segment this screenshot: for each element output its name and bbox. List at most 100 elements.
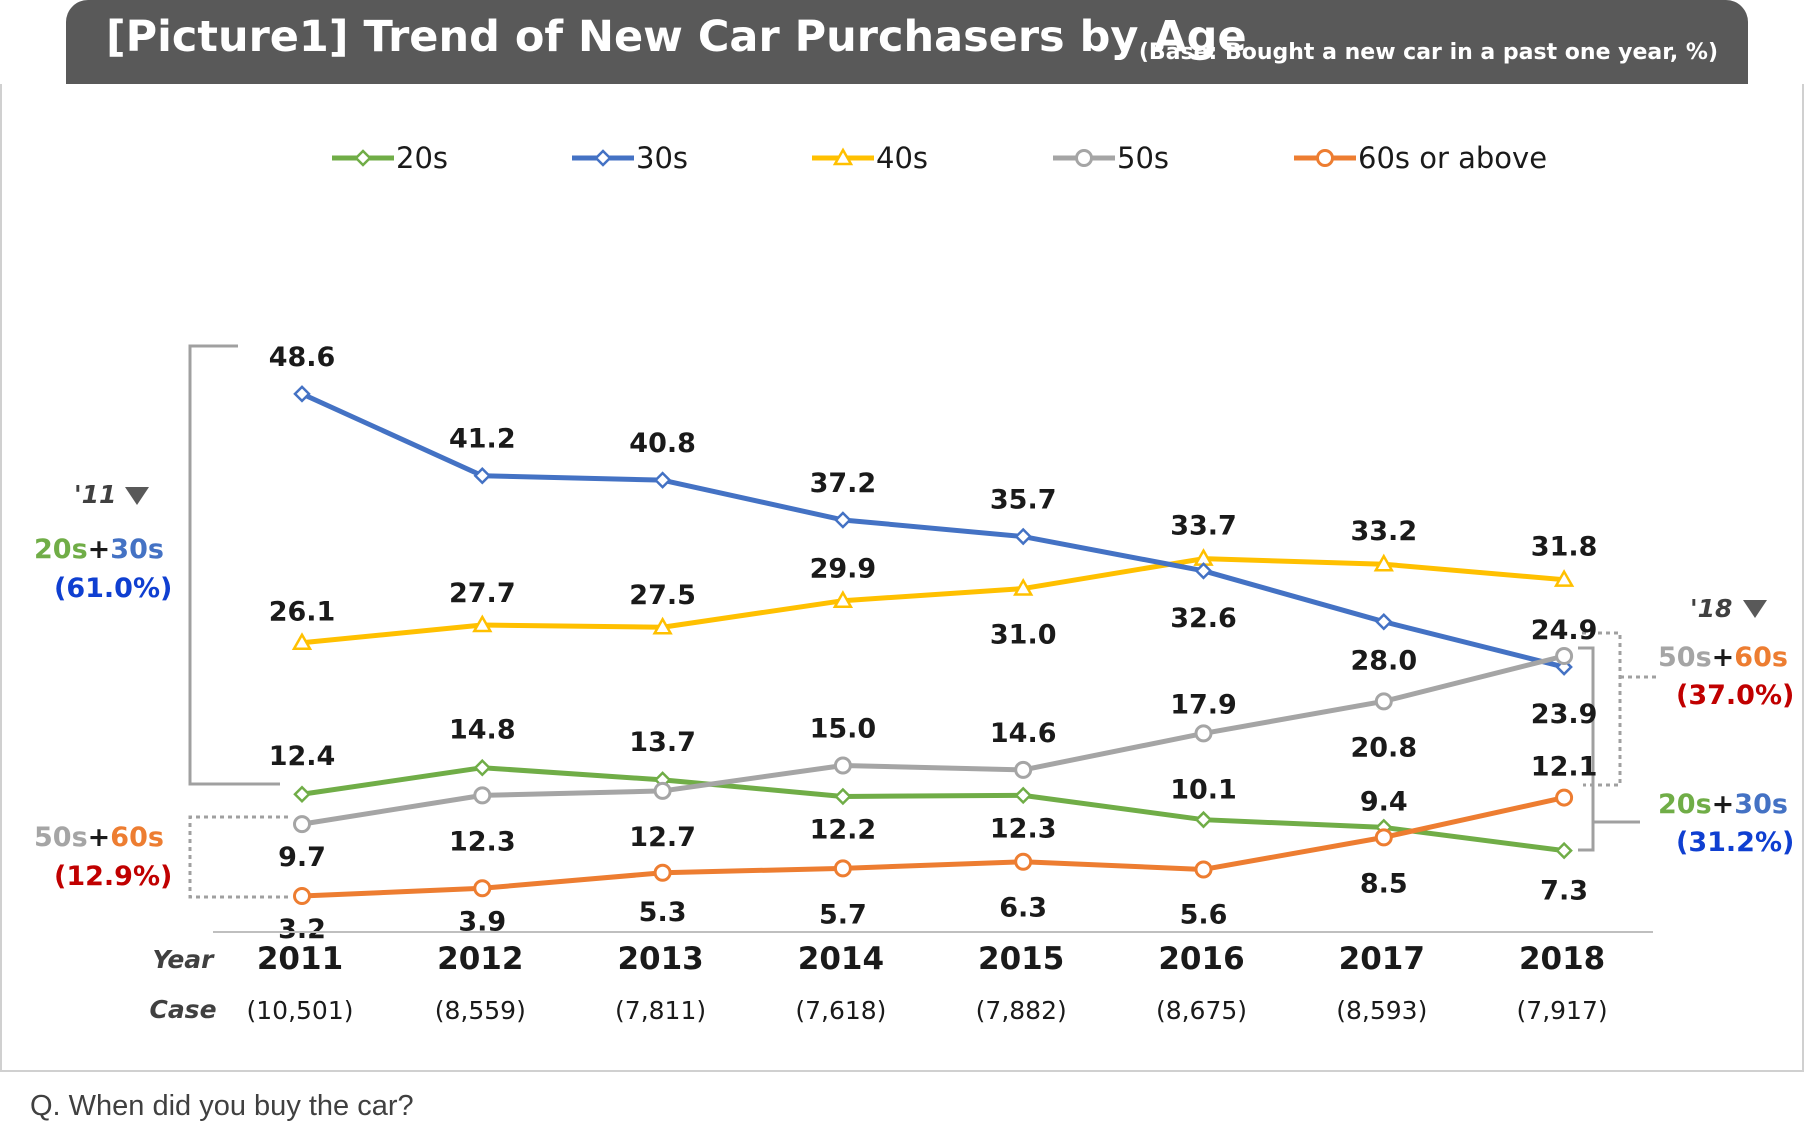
legend-marker-30s <box>594 149 612 167</box>
point-20s-2015 <box>1014 786 1032 805</box>
point-20s-2011 <box>293 785 311 804</box>
data-label-50s-2016: 17.9 <box>1170 689 1237 720</box>
series-line-30s <box>299 391 1567 670</box>
point-60s-2011 <box>293 887 311 905</box>
left-old-bracket <box>188 815 288 899</box>
data-label-20s-2011: 12.4 <box>269 741 336 772</box>
right-young-part2: 30s <box>1734 789 1788 820</box>
data-label-60s-2016: 5.6 <box>1180 899 1228 930</box>
point-50s-2012 <box>473 786 492 805</box>
point-20s-2016 <box>1194 810 1213 829</box>
point-20s-2014 <box>834 787 852 806</box>
case-row-header: Case <box>149 995 216 1024</box>
series-lines <box>291 385 1575 905</box>
point-50s-2016 <box>1194 724 1213 743</box>
data-label-30s-2018: 23.9 <box>1531 699 1598 730</box>
point-50s-2014 <box>833 756 852 775</box>
case-count-2012: (8,559) <box>435 996 526 1025</box>
point-60s-2014 <box>833 859 852 878</box>
point-30s-2017 <box>1375 612 1393 631</box>
right-young-bracket <box>1578 646 1595 852</box>
right-old-part2: 60s <box>1734 642 1788 673</box>
data-label-50s-2017: 20.8 <box>1350 732 1417 763</box>
x-tick-2014: 2014 <box>798 941 884 977</box>
data-label-50s-2013: 12.7 <box>629 822 696 853</box>
point-40s-2012 <box>472 614 493 633</box>
case-count-2011: (10,501) <box>247 996 354 1025</box>
legend-label-60s: 60s or above <box>1358 141 1547 175</box>
right-old-part1: 50s <box>1658 642 1712 673</box>
point-50s-2018 <box>1555 646 1574 665</box>
left-young-part1: 20s <box>34 534 88 565</box>
point-50s-2015 <box>1014 760 1033 779</box>
data-label-50s-2014: 15.0 <box>810 713 877 744</box>
left-old-label: 50s+60s <box>34 822 164 853</box>
data-label-60s-2014: 5.7 <box>819 899 867 930</box>
left-old-plus: + <box>88 822 111 853</box>
data-label-60s-2013: 5.3 <box>639 897 687 928</box>
case-count-2016: (8,675) <box>1156 996 1247 1025</box>
data-label-60s-2011: 3.2 <box>278 914 326 945</box>
point-20s-2012 <box>473 758 492 777</box>
point-50s-2011 <box>293 815 311 834</box>
chart-header: [Picture1] Trend of New Car Purchasers b… <box>66 0 1748 84</box>
point-40s-2015 <box>1013 578 1034 596</box>
point-40s-2018 <box>1553 569 1575 587</box>
x-tick-2017: 2017 <box>1339 941 1425 977</box>
series-line-60s <box>299 795 1567 899</box>
data-label-60s-2018: 12.1 <box>1531 752 1598 783</box>
point-60s-2018 <box>1555 788 1574 807</box>
point-60s-2015 <box>1014 852 1033 871</box>
left-young-plus: + <box>88 534 111 565</box>
point-30s-2015 <box>1014 527 1032 546</box>
data-label-20s-2012: 14.8 <box>449 715 516 746</box>
point-40s-2017 <box>1373 553 1394 572</box>
data-label-20s-2017: 9.4 <box>1360 786 1408 817</box>
right-old-label: 50s+60s <box>1658 642 1788 673</box>
data-label-20s-2016: 10.1 <box>1170 775 1237 806</box>
legend-marker-60s <box>1316 149 1334 167</box>
legend-label-40s: 40s <box>876 141 928 175</box>
right-young-value: (31.2%) <box>1676 827 1794 858</box>
case-count-2015: (7,882) <box>976 996 1067 1025</box>
right-old-bracket <box>1582 631 1622 787</box>
point-30s-2014 <box>834 511 852 529</box>
point-60s-2017 <box>1374 828 1393 847</box>
chart-panel <box>0 84 1804 1072</box>
data-label-20s-2018: 7.3 <box>1540 876 1588 907</box>
survey-question: Q. When did you buy the car? <box>30 1090 414 1122</box>
brackets <box>188 344 1660 899</box>
data-label-30s-2012: 41.2 <box>449 424 516 455</box>
data-label-40s-2015: 31.0 <box>990 620 1057 651</box>
base-note: (Base: Bought a new car in a past one ye… <box>1138 40 1718 65</box>
data-label-60s-2015: 6.3 <box>999 893 1047 924</box>
left-young-label: 20s+30s <box>34 534 164 565</box>
x-tick-2016: 2016 <box>1158 941 1244 977</box>
data-label-40s-2013: 27.5 <box>629 580 696 611</box>
legend-marker-50s <box>1075 149 1093 167</box>
case-count-2017: (8,593) <box>1336 996 1427 1025</box>
data-label-30s-2017: 28.0 <box>1350 646 1417 677</box>
data-label-30s-2016: 32.6 <box>1170 603 1237 634</box>
x-tick-2012: 2012 <box>437 941 523 977</box>
point-60s-2016 <box>1194 860 1213 879</box>
legend-label-20s: 20s <box>396 141 448 175</box>
point-50s-2013 <box>653 781 672 800</box>
x-tick-2018: 2018 <box>1519 941 1605 977</box>
x-axis: Year Case 2011 (10,501) 2012 (8,559) 2013 (7,81… <box>149 941 1607 1025</box>
legend-label-50s: 50s <box>1117 141 1169 175</box>
right-young-label: 20s+30s <box>1658 789 1788 820</box>
right-year-tag: '18 <box>1690 594 1732 623</box>
legend-marker-20s <box>354 149 372 167</box>
year-row-header: Year <box>152 945 215 974</box>
case-count-2018: (7,917) <box>1517 996 1608 1025</box>
data-label-30s-2013: 40.8 <box>629 428 696 459</box>
series-line-40s <box>299 556 1567 646</box>
data-label-20s-2015: 12.3 <box>990 813 1057 844</box>
point-60s-2012 <box>473 879 492 898</box>
x-tick-2011: 2011 <box>257 941 343 977</box>
right-old-plus: + <box>1712 642 1735 673</box>
data-label-40s-2011: 26.1 <box>269 597 336 628</box>
x-tick-2013: 2013 <box>617 941 703 977</box>
data-label-50s-2011: 9.7 <box>278 842 326 873</box>
